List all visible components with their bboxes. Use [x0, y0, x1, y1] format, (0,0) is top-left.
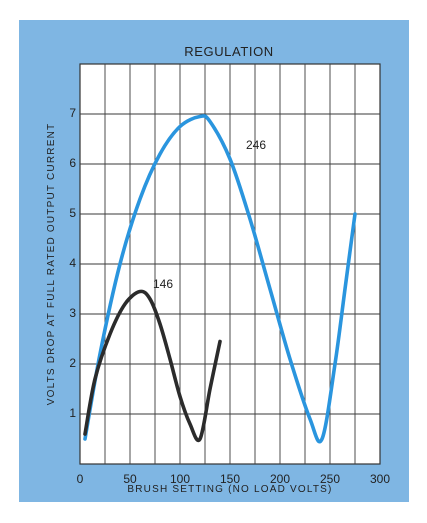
y-axis-title: VOLTS DROP AT FULL RATED OUTPUT CURRENT	[46, 123, 57, 406]
chart-title: REGULATION	[184, 44, 274, 59]
x-axis-ticks: 0 50 100 150 200 250 300	[77, 472, 391, 486]
x-tick-label: 250	[320, 472, 340, 486]
y-tick-label: 6	[69, 156, 76, 170]
y-tick-label: 1	[69, 406, 76, 420]
x-tick-label: 100	[170, 472, 190, 486]
series-line-146	[83, 289, 222, 443]
series-label-146: 146	[153, 277, 173, 291]
y-tick-label: 3	[69, 306, 76, 320]
x-axis-title: BRUSH SETTING (NO LOAD VOLTS)	[127, 484, 332, 495]
x-tick-label: 200	[270, 472, 290, 486]
y-axis-ticks: 1 2 3 4 5 6 7	[69, 106, 76, 420]
x-tick-label: 50	[123, 472, 137, 486]
x-tick-label: 150	[220, 472, 240, 486]
y-tick-label: 4	[69, 256, 76, 270]
series-label-246: 246	[246, 138, 266, 152]
y-tick-label: 2	[69, 356, 76, 370]
y-tick-label: 7	[69, 106, 76, 120]
x-tick-label: 300	[370, 472, 390, 486]
series-line-246	[83, 114, 357, 444]
y-tick-label: 5	[69, 206, 76, 220]
x-tick-label: 0	[77, 472, 84, 486]
